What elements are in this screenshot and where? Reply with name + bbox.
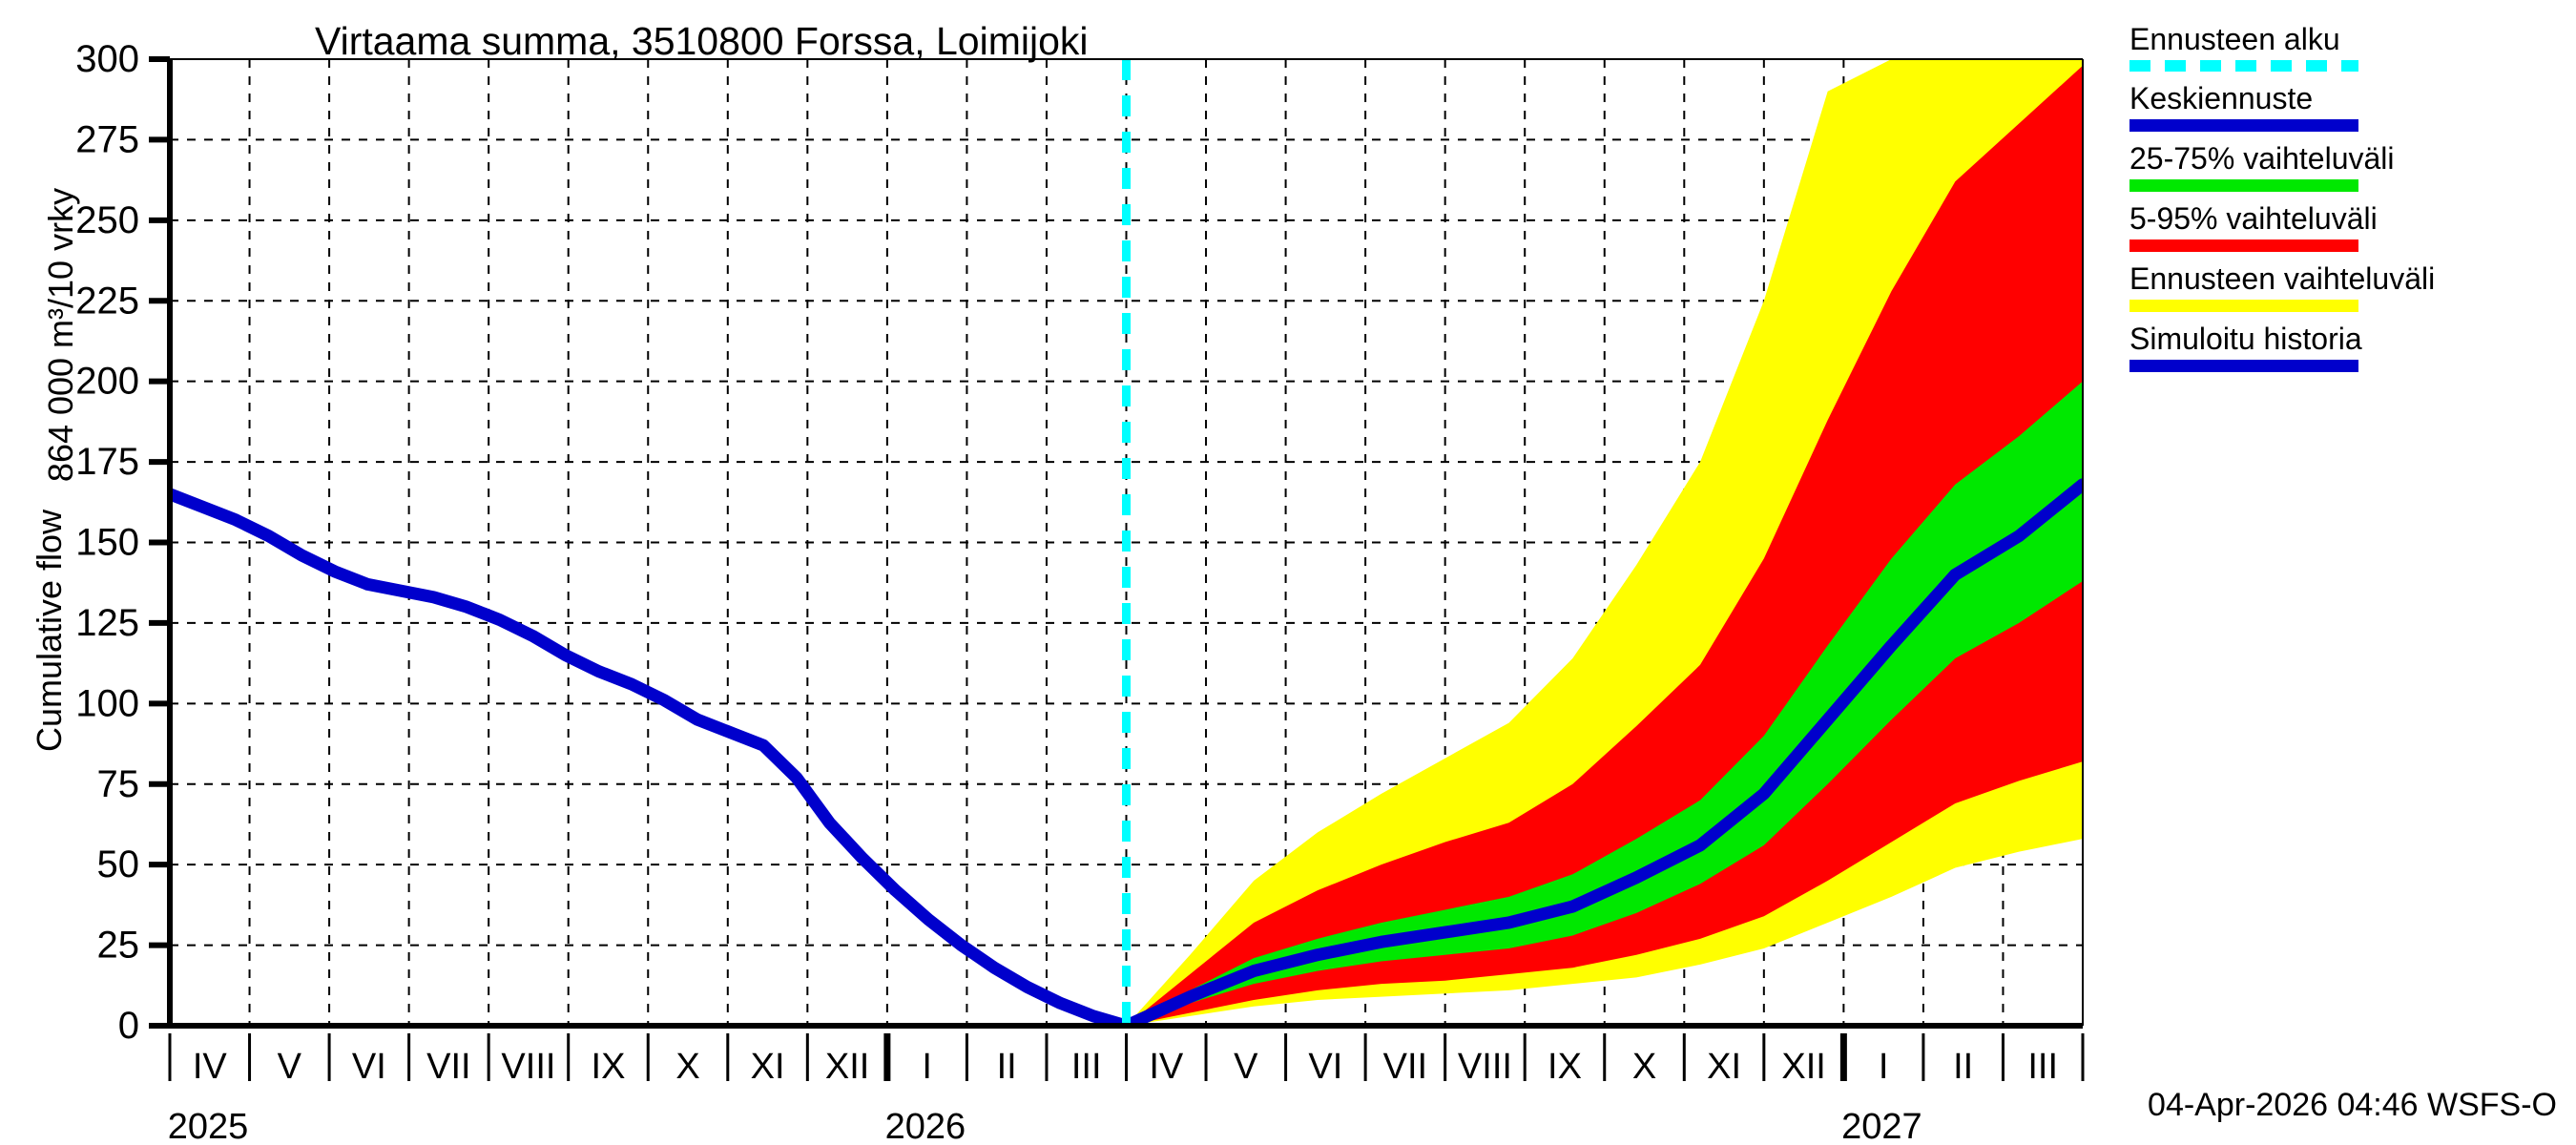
x-axis-year-label: 2027: [1841, 1107, 1922, 1145]
legend-item-1: Keskiennuste: [2129, 80, 2576, 132]
x-axis-month-label: V: [1234, 1047, 1258, 1087]
y-axis-tick-label: 175: [75, 441, 139, 483]
x-axis-month-label: II: [1953, 1047, 1973, 1087]
y-axis-tick-label: 50: [97, 843, 140, 885]
y-axis-tick-label: 125: [75, 602, 139, 644]
timestamp-label: 04-Apr-2026 04:46 WSFS-O: [2148, 1087, 2557, 1123]
page-title: Virtaama summa, 3510800 Forssa, Loimijok…: [315, 19, 1089, 63]
y-axis-tick-label: 0: [118, 1005, 139, 1047]
legend-item-0: Ennusteen alku: [2129, 21, 2576, 72]
x-axis-month-label: X: [675, 1047, 699, 1087]
x-axis-month-label: VIII: [501, 1047, 555, 1087]
x-axis-month-label: VII: [1383, 1047, 1427, 1087]
x-axis-month-label: I: [922, 1047, 932, 1087]
history-line: [170, 488, 1132, 1026]
x-axis-month-label: XI: [1707, 1047, 1741, 1087]
x-axis-month-label: III: [2027, 1047, 2058, 1087]
legend-item-5: Simuloitu historia: [2129, 321, 2576, 372]
y-axis-title: Cumulative flow: [30, 509, 69, 753]
legend-label-4: Ennusteen vaihteluväli: [2129, 261, 2436, 296]
legend-item-3: 5-95% vaihteluväli: [2129, 200, 2576, 252]
legend-swatch-0: [2129, 60, 2358, 72]
legend-label-0: Ennusteen alku: [2129, 22, 2340, 56]
median-forecast-line: [1120, 478, 2083, 1026]
y-axis-tick-label: 150: [75, 522, 139, 564]
y-axis-tick-label: 275: [75, 118, 139, 160]
y-axis-tick-label: 225: [75, 280, 139, 322]
legend-swatch-5: [2129, 360, 2358, 372]
x-axis-year-label: 2026: [885, 1107, 966, 1145]
x-axis-month-label: IX: [592, 1047, 626, 1087]
band-5-95: [1126, 65, 2083, 1026]
x-axis-month-label: VIII: [1458, 1047, 1512, 1087]
y-axis-tick-label: 100: [75, 682, 139, 724]
legend-label-3: 5-95% vaihteluväli: [2129, 201, 2378, 236]
legend-label-1: Keskiennuste: [2129, 81, 2314, 115]
x-axis-month-label: XII: [825, 1047, 869, 1087]
y-axis-tick-label: 25: [97, 925, 140, 967]
legend-item-2: 25-75% vaihteluväli: [2129, 140, 2576, 192]
y-axis-tick-label: 75: [97, 763, 140, 805]
x-axis-month-label: IV: [1149, 1047, 1184, 1087]
legend-swatch-2: [2129, 179, 2358, 192]
x-axis-month-label: VI: [1308, 1047, 1342, 1087]
x-axis-month-label: V: [278, 1047, 302, 1087]
legend-swatch-1: [2129, 119, 2358, 132]
x-axis-month-label: I: [1879, 1047, 1889, 1087]
y-axis-tick-label: 250: [75, 199, 139, 241]
chart-legend: Ennusteen alku Keskiennuste 25-75% vaiht…: [2129, 21, 2576, 381]
x-axis-month-label: IV: [193, 1047, 228, 1087]
x-axis-month-label: XI: [751, 1047, 785, 1087]
x-axis-month-label: VII: [426, 1047, 470, 1087]
x-axis-month-label: XII: [1781, 1047, 1825, 1087]
x-axis-month-label: IX: [1548, 1047, 1582, 1087]
x-axis-month-label: X: [1632, 1047, 1656, 1087]
x-axis-month-label: II: [997, 1047, 1017, 1087]
legend-label-5: Simuloitu historia: [2129, 322, 2362, 356]
y-axis-tick-label: 200: [75, 361, 139, 403]
legend-label-2: 25-75% vaihteluväli: [2129, 141, 2395, 176]
legend-item-4: Ennusteen vaihteluväli: [2129, 260, 2576, 312]
legend-swatch-4: [2129, 300, 2358, 312]
x-axis-month-label: VI: [352, 1047, 386, 1087]
x-axis-year-label: 2025: [168, 1107, 249, 1145]
legend-swatch-3: [2129, 239, 2358, 252]
x-axis-month-label: III: [1071, 1047, 1102, 1087]
y-axis-tick-label: 300: [75, 38, 139, 80]
